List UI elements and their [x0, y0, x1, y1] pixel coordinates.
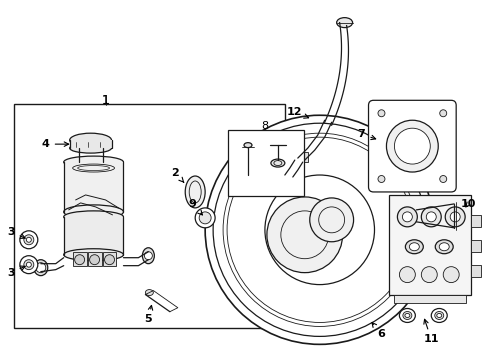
Bar [470, 265, 480, 276]
Ellipse shape [75, 255, 84, 265]
Circle shape [399, 267, 414, 283]
Bar [73, 252, 86, 266]
Ellipse shape [434, 240, 452, 254]
Ellipse shape [336, 18, 352, 28]
Text: 12: 12 [286, 107, 308, 118]
Bar [227, 130, 303, 196]
Bar [285, 172, 296, 182]
Text: 2: 2 [171, 168, 183, 183]
Circle shape [386, 120, 437, 172]
Ellipse shape [89, 255, 100, 265]
Text: 11: 11 [423, 319, 438, 345]
Circle shape [309, 198, 353, 242]
Text: 3: 3 [7, 266, 25, 278]
Text: 7: 7 [357, 129, 375, 140]
Ellipse shape [145, 289, 153, 296]
Bar [87, 252, 102, 266]
Ellipse shape [434, 311, 443, 319]
Ellipse shape [69, 133, 111, 147]
Ellipse shape [270, 159, 285, 167]
Bar [63, 162, 123, 212]
Circle shape [439, 176, 446, 183]
Circle shape [421, 267, 436, 283]
Circle shape [394, 128, 429, 164]
Text: 5: 5 [144, 305, 152, 324]
Ellipse shape [408, 243, 419, 251]
Circle shape [377, 176, 384, 183]
Circle shape [266, 197, 342, 273]
Text: 10: 10 [460, 199, 475, 209]
Ellipse shape [430, 309, 447, 323]
Circle shape [205, 115, 433, 345]
Bar [394, 294, 465, 302]
Ellipse shape [399, 309, 414, 323]
Text: 8: 8 [261, 121, 268, 131]
Circle shape [377, 110, 384, 117]
Ellipse shape [79, 159, 102, 166]
Ellipse shape [405, 240, 423, 254]
Ellipse shape [199, 212, 211, 224]
Text: 1: 1 [102, 94, 109, 107]
Ellipse shape [142, 248, 154, 264]
Circle shape [421, 207, 440, 227]
Ellipse shape [63, 205, 123, 219]
Ellipse shape [244, 143, 251, 148]
Ellipse shape [104, 255, 114, 265]
Circle shape [426, 212, 435, 222]
Circle shape [444, 207, 464, 227]
Ellipse shape [402, 311, 411, 319]
Bar [69, 140, 111, 148]
Circle shape [442, 267, 458, 283]
Bar [63, 217, 123, 255]
Ellipse shape [436, 314, 441, 318]
FancyBboxPatch shape [368, 100, 455, 192]
Text: 4: 4 [42, 139, 68, 149]
Ellipse shape [438, 243, 448, 251]
Circle shape [144, 252, 152, 260]
Ellipse shape [63, 249, 123, 261]
Circle shape [402, 212, 411, 222]
Bar [14, 104, 285, 328]
Text: 6: 6 [371, 323, 385, 339]
Circle shape [449, 212, 459, 222]
Text: 1: 1 [102, 94, 109, 107]
Ellipse shape [26, 237, 31, 242]
Circle shape [397, 207, 416, 227]
Ellipse shape [404, 314, 409, 318]
Ellipse shape [63, 211, 123, 223]
Ellipse shape [24, 235, 34, 245]
Ellipse shape [195, 208, 215, 228]
Bar [451, 202, 465, 230]
Ellipse shape [185, 176, 205, 208]
Circle shape [36, 263, 46, 273]
Bar [470, 240, 480, 252]
Bar [295, 152, 307, 162]
Ellipse shape [20, 231, 38, 249]
Ellipse shape [34, 260, 48, 276]
Bar [102, 252, 116, 266]
Text: 9: 9 [188, 199, 202, 215]
Bar [388, 195, 470, 294]
Text: 3: 3 [7, 227, 25, 238]
Ellipse shape [69, 143, 111, 153]
Circle shape [439, 110, 446, 117]
Ellipse shape [24, 260, 34, 270]
Bar [470, 215, 480, 227]
Ellipse shape [26, 262, 31, 267]
Circle shape [264, 175, 374, 285]
Ellipse shape [63, 156, 123, 168]
Ellipse shape [20, 256, 38, 274]
